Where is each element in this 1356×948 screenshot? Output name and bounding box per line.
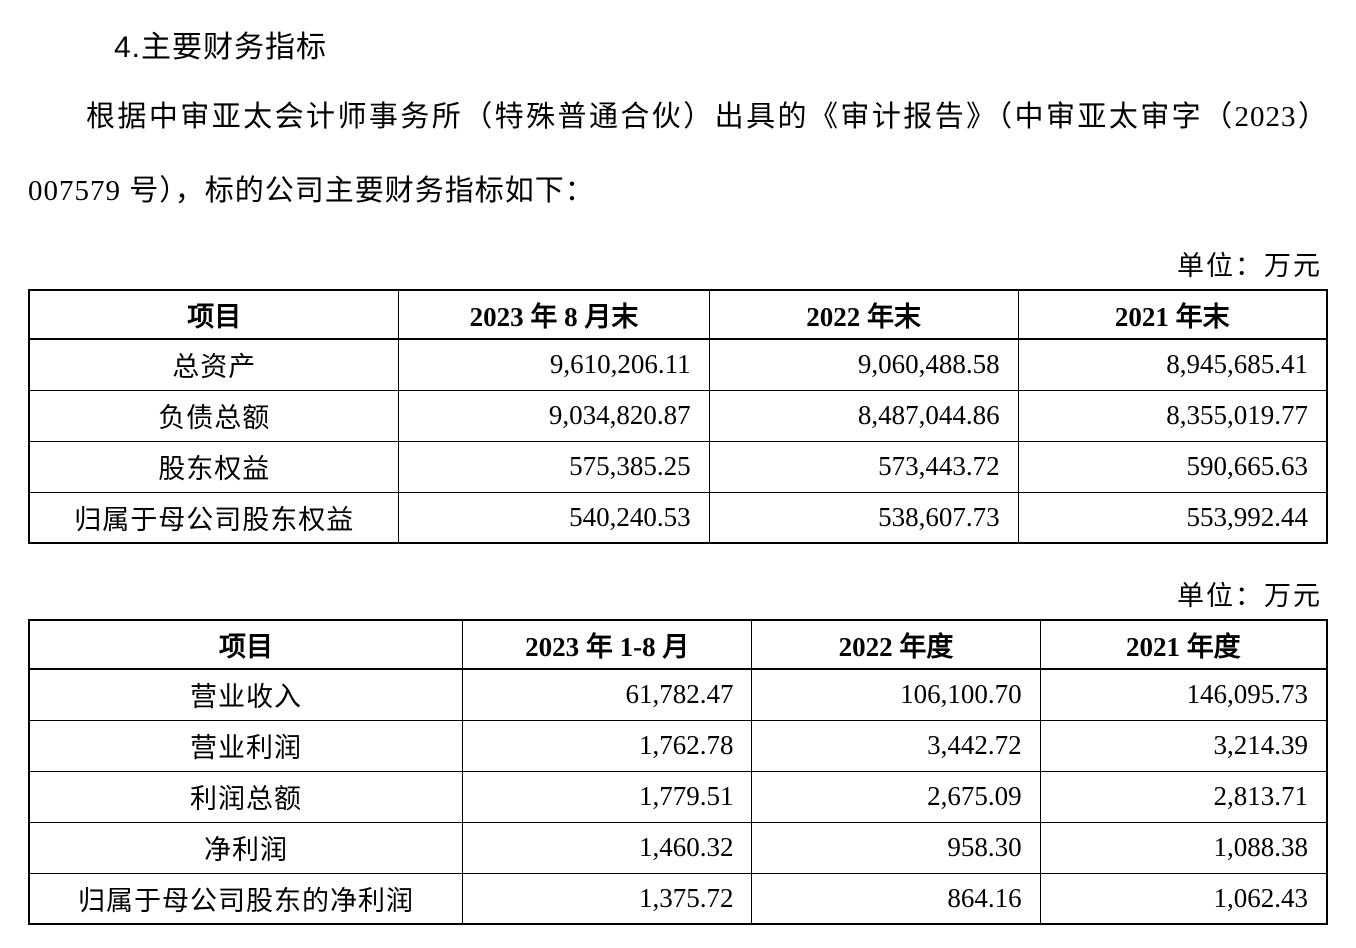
row-value: 1,460.32 — [462, 821, 753, 874]
row-value: 61,782.47 — [462, 668, 753, 721]
row-value: 2,675.09 — [751, 770, 1041, 823]
row-label: 归属于母公司股东权益 — [28, 491, 400, 544]
section-title: 4.主要财务指标 — [114, 31, 328, 64]
row-value: 1,779.51 — [462, 770, 753, 823]
table-row: 营业利润 1,762.78 3,442.72 3,214.39 — [28, 719, 1328, 772]
table-header: 项目 2023 年 1-8 月 2022 年度 2021 年度 — [28, 619, 1328, 670]
row-value: 1,062.43 — [1039, 872, 1328, 925]
row-label: 总资产 — [28, 338, 400, 391]
table-row: 负债总额 9,034,820.87 8,487,044.86 8,355,019.77 — [28, 389, 1328, 442]
row-value: 2,813.71 — [1039, 770, 1328, 823]
intro-paragraph: 根据中审亚太会计师事务所（特殊普通合伙）出具的《审计报告》（中审亚太审字（202… — [28, 101, 1328, 207]
table-row: 净利润 1,460.32 958.30 1,088.38 — [28, 821, 1328, 874]
table-row: 总资产 9,610,206.11 9,060,488.58 8,945,685.41 — [28, 338, 1328, 391]
row-value: 864.16 — [751, 872, 1041, 925]
column-header-period: 2021 年度 — [1039, 619, 1328, 670]
unit-label-table-2: 单位：万元 — [1177, 581, 1322, 611]
row-label: 利润总额 — [28, 770, 464, 823]
table-row: 归属于母公司股东权益 540,240.53 538,607.73 553,992.44 — [28, 491, 1328, 544]
row-label: 股东权益 — [28, 440, 400, 493]
row-value: 3,214.39 — [1039, 719, 1328, 772]
table-row: 利润总额 1,779.51 2,675.09 2,813.71 — [28, 770, 1328, 823]
header-row: 项目 2023 年 1-8 月 2022 年度 2021 年度 — [28, 619, 1328, 670]
column-header-period: 2021 年末 — [1017, 289, 1328, 340]
table-body: 总资产 9,610,206.11 9,060,488.58 8,945,685.41 负… — [28, 338, 1328, 544]
table-row: 归属于母公司股东的净利润 1,375.72 864.16 1,062.43 — [28, 872, 1328, 925]
row-value: 958.30 — [751, 821, 1041, 874]
row-value: 9,060,488.58 — [708, 338, 1019, 391]
table-header: 项目 2023 年 8 月末 2022 年末 2021 年末 — [28, 289, 1328, 340]
unit-label-table-1: 单位：万元 — [1177, 251, 1322, 281]
column-header-period: 2022 年末 — [708, 289, 1019, 340]
row-value: 9,034,820.87 — [398, 389, 710, 442]
row-label: 负债总额 — [28, 389, 400, 442]
row-value: 3,442.72 — [751, 719, 1041, 772]
row-label: 营业利润 — [28, 719, 464, 772]
row-value: 8,487,044.86 — [708, 389, 1019, 442]
row-value: 146,095.73 — [1039, 668, 1328, 721]
balance-sheet-indicators-table: 项目 2023 年 8 月末 2022 年末 2021 年末 总资产 9,610,206… — [28, 289, 1328, 544]
column-header-item: 项目 — [28, 289, 400, 340]
row-value: 540,240.53 — [398, 491, 710, 544]
row-value: 573,443.72 — [708, 440, 1019, 493]
row-value: 1,088.38 — [1039, 821, 1328, 874]
row-value: 8,945,685.41 — [1017, 338, 1328, 391]
row-value: 538,607.73 — [708, 491, 1019, 544]
income-statement-indicators-table: 项目 2023 年 1-8 月 2022 年度 2021 年度 营业收入 61,782.… — [28, 619, 1328, 925]
row-label: 营业收入 — [28, 668, 464, 721]
row-value: 590,665.63 — [1017, 440, 1328, 493]
table-row: 股东权益 575,385.25 573,443.72 590,665.63 — [28, 440, 1328, 493]
row-value: 9,610,206.11 — [398, 338, 710, 391]
row-label: 归属于母公司股东的净利润 — [28, 872, 464, 925]
header-row: 项目 2023 年 8 月末 2022 年末 2021 年末 — [28, 289, 1328, 340]
column-header-period: 2022 年度 — [751, 619, 1041, 670]
table-row: 营业收入 61,782.47 106,100.70 146,095.73 — [28, 668, 1328, 721]
row-value: 106,100.70 — [751, 668, 1041, 721]
column-header-period: 2023 年 8 月末 — [398, 289, 710, 340]
row-value: 553,992.44 — [1017, 491, 1328, 544]
row-value: 1,762.78 — [462, 719, 753, 772]
row-value: 1,375.72 — [462, 872, 753, 925]
row-value: 575,385.25 — [398, 440, 710, 493]
column-header-item: 项目 — [28, 619, 464, 670]
column-header-period: 2023 年 1-8 月 — [462, 619, 753, 670]
table-body: 营业收入 61,782.47 106,100.70 146,095.73 营业利润 1,7… — [28, 668, 1328, 925]
row-label: 净利润 — [28, 821, 464, 874]
row-value: 8,355,019.77 — [1017, 389, 1328, 442]
